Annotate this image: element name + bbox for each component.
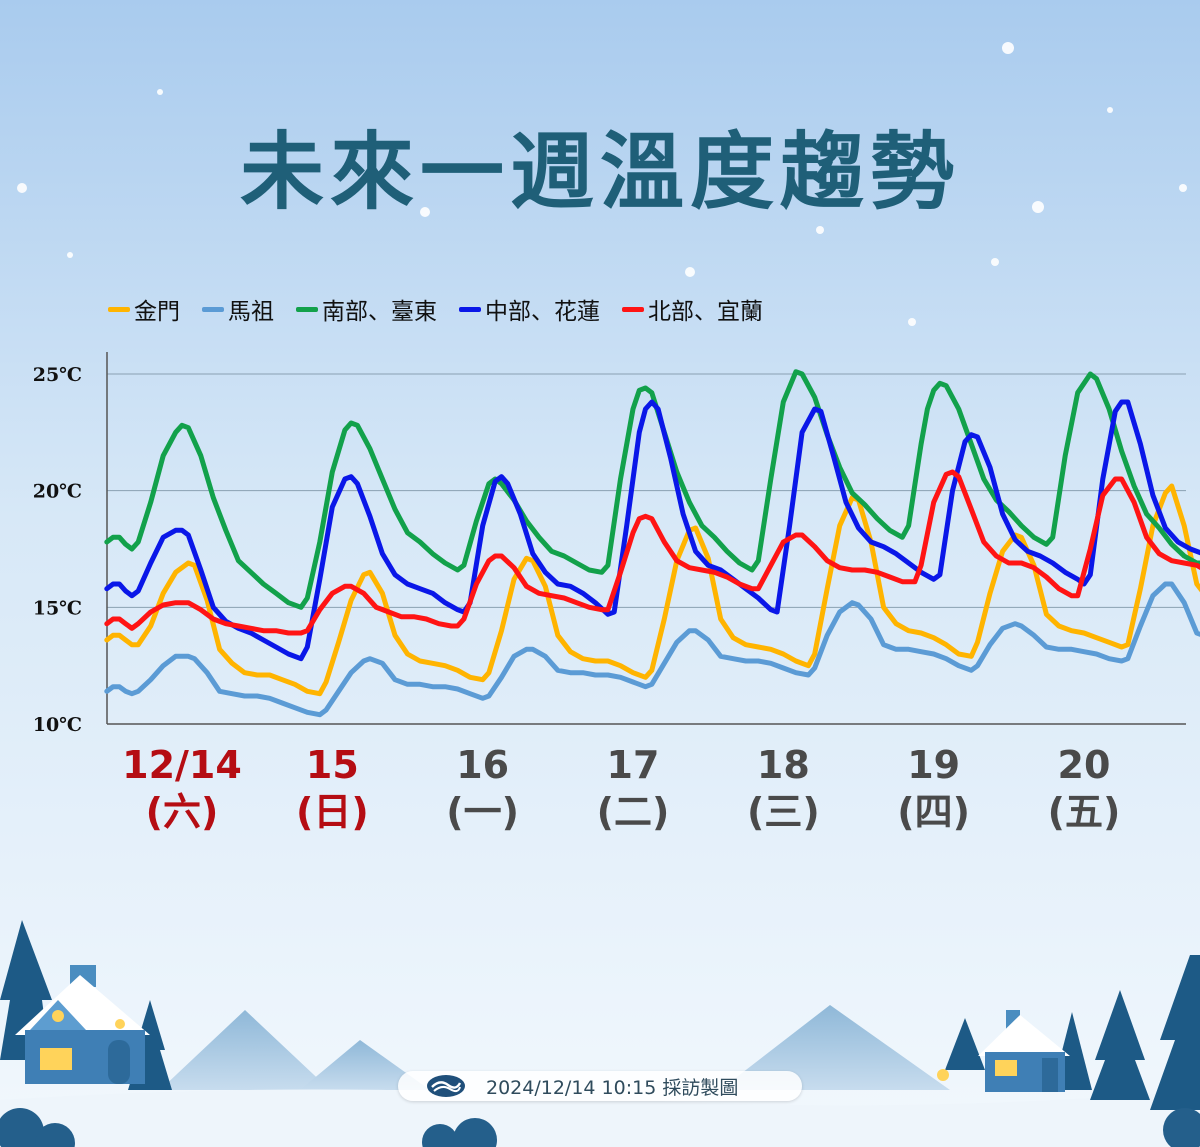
y-tick-label: 25℃	[33, 364, 82, 386]
legend-label: 中部、花蓮	[485, 299, 600, 325]
day-label: 17 (二)	[553, 742, 713, 836]
day-weekday: (六)	[145, 790, 219, 834]
legend-label: 北部、宜蘭	[648, 299, 763, 325]
legend-label: 南部、臺東	[322, 299, 437, 325]
day-date: 12/14	[122, 743, 242, 787]
legend-item: 金門	[108, 292, 180, 326]
house-right	[937, 1010, 1070, 1092]
day-weekday: (二)	[596, 790, 670, 834]
day-label: 12/14 (六)	[102, 742, 262, 836]
day-weekday: (四)	[897, 790, 971, 834]
day-weekday: (三)	[746, 790, 820, 834]
legend-swatch	[202, 306, 224, 312]
day-date: 17	[606, 743, 660, 787]
footer-text: 2024/12/14 10:15 採訪製圖	[486, 1076, 739, 1099]
day-label: 20 (五)	[1004, 742, 1164, 836]
series-line-3	[104, 399, 1200, 662]
legend-item: 南部、臺東	[296, 292, 437, 326]
day-weekday: (日)	[295, 790, 369, 834]
legend-label: 金門	[134, 299, 180, 325]
legend-swatch	[459, 306, 481, 312]
day-weekday: (五)	[1047, 790, 1121, 834]
day-date: 20	[1057, 743, 1111, 787]
legend-item: 北部、宜蘭	[622, 292, 763, 326]
legend-swatch	[108, 306, 130, 312]
day-date: 19	[907, 743, 961, 787]
day-label: 16 (一)	[403, 742, 563, 836]
y-tick-label: 10℃	[33, 714, 82, 736]
footer-credit: 2024/12/14 10:15 採訪製圖	[398, 1071, 802, 1101]
legend-swatch	[296, 306, 318, 312]
series-line-2	[104, 369, 1200, 610]
day-date: 18	[756, 743, 810, 787]
day-date: 16	[456, 743, 510, 787]
series-line-1	[104, 581, 1200, 718]
day-weekday: (一)	[446, 790, 520, 834]
house-left	[15, 965, 150, 1084]
day-label: 19 (四)	[854, 742, 1014, 836]
cwa-logo-icon	[427, 1075, 465, 1097]
mountains	[160, 1005, 950, 1090]
chart-legend: 金門 馬祖 南部、臺東 中部、花蓮 北部、宜蘭	[108, 292, 763, 326]
y-tick-label: 20℃	[33, 481, 82, 503]
legend-item: 馬祖	[202, 292, 274, 326]
day-label: 15 (日)	[252, 742, 412, 836]
legend-item: 中部、花蓮	[459, 292, 600, 326]
y-tick-label: 15℃	[33, 597, 82, 619]
legend-label: 馬祖	[228, 299, 274, 325]
series-line-4	[104, 469, 1200, 636]
temperature-chart: 25℃ 20℃ 15℃ 10℃	[33, 352, 1200, 736]
legend-swatch	[622, 306, 644, 312]
day-date: 15	[305, 743, 359, 787]
snow-bushes	[0, 1108, 1200, 1147]
page-title: 未來一週溫度趨勢	[239, 123, 960, 221]
day-label: 18 (三)	[703, 742, 863, 836]
